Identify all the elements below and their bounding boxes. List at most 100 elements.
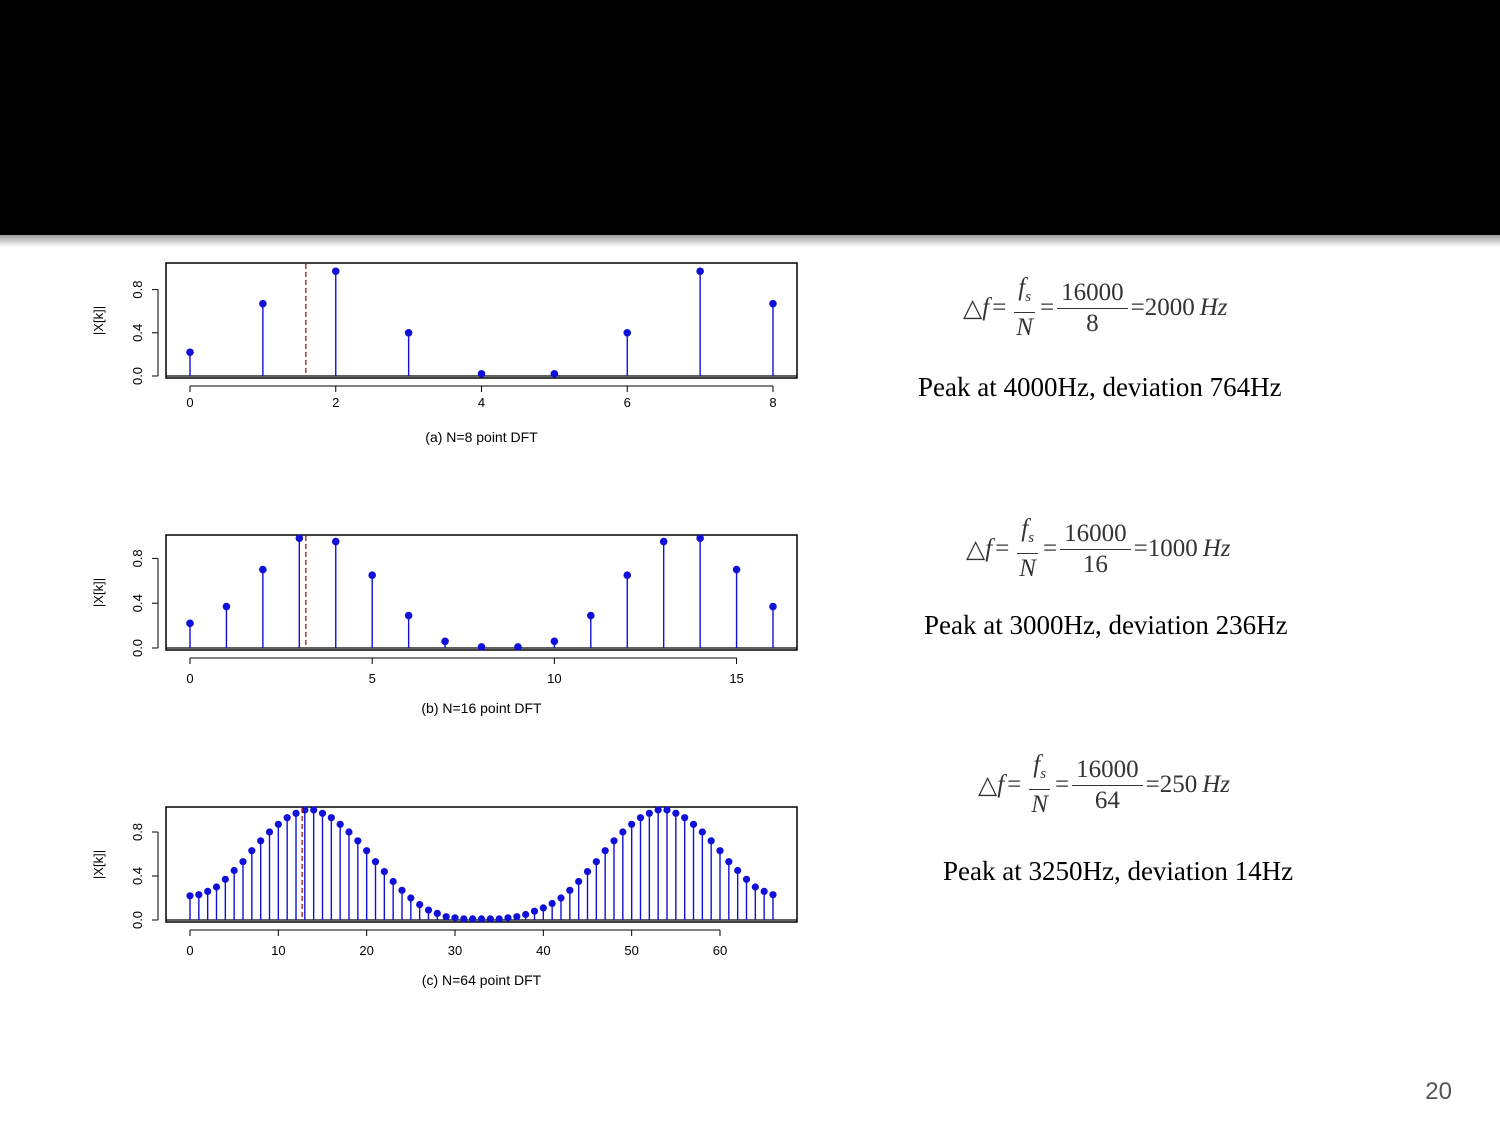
stem-point bbox=[292, 809, 300, 817]
stem-point bbox=[732, 565, 741, 574]
stem-point bbox=[696, 534, 704, 543]
x-tick-label: 10 bbox=[547, 671, 561, 686]
stem-point bbox=[186, 348, 194, 357]
delta-f-equation-1: △ f = fs N = 16000 8 = 2000 Hz bbox=[963, 275, 1228, 341]
stem-point bbox=[734, 866, 742, 875]
x-tick-label: 0 bbox=[186, 395, 193, 410]
peak-text-1: Peak at 4000Hz, deviation 764Hz bbox=[918, 372, 1282, 402]
numerator: 16000 bbox=[1060, 520, 1131, 550]
stem-point bbox=[257, 837, 265, 845]
equals-sign: = bbox=[1039, 294, 1055, 321]
y-tick-label: 0.0 bbox=[130, 911, 145, 929]
stem-point bbox=[636, 814, 645, 822]
stem-point bbox=[404, 329, 413, 337]
stem-point bbox=[514, 643, 522, 651]
equals-sign: = bbox=[992, 294, 1007, 321]
stem-point bbox=[566, 886, 574, 894]
stem-point bbox=[628, 820, 636, 828]
stem-point bbox=[398, 886, 406, 894]
stem-point bbox=[654, 806, 662, 814]
equals-sign: = bbox=[1133, 535, 1148, 562]
numerator: 16000 bbox=[1057, 279, 1128, 309]
stem-point bbox=[575, 877, 583, 886]
page-number: 20 bbox=[1425, 1078, 1452, 1105]
unit: Hz bbox=[1199, 294, 1228, 321]
x-tick-label: 2 bbox=[332, 395, 339, 410]
x-tick-label: 15 bbox=[729, 671, 743, 686]
stem-point bbox=[186, 892, 194, 900]
stem-point bbox=[222, 602, 231, 611]
stem-point bbox=[221, 875, 229, 883]
stem-point bbox=[380, 868, 388, 876]
unit: Hz bbox=[1202, 771, 1230, 798]
denominator: 64 bbox=[1094, 786, 1120, 814]
x-tick-label: 50 bbox=[624, 943, 638, 958]
stem-point bbox=[212, 883, 221, 891]
result-value: 2000 bbox=[1144, 294, 1195, 321]
y-axis-label: |X[k]| bbox=[91, 850, 106, 879]
stem-point bbox=[477, 643, 486, 651]
stem-point bbox=[623, 329, 632, 337]
x-tick-label: 0 bbox=[186, 943, 193, 958]
slide-title-bar bbox=[0, 0, 1500, 235]
fs-symbol: f bbox=[1033, 751, 1041, 778]
stem-point bbox=[239, 858, 247, 866]
stem-point bbox=[587, 611, 595, 620]
stem-point bbox=[363, 847, 371, 855]
x-tick-label: 60 bbox=[713, 943, 727, 958]
delta-symbol: △ bbox=[963, 295, 983, 322]
result-value: 250 bbox=[1159, 771, 1198, 798]
delta-symbol: △ bbox=[966, 536, 986, 563]
stem-point bbox=[610, 837, 618, 845]
peak-text-3: Peak at 3250Hz, deviation 14Hz bbox=[943, 856, 1294, 886]
stem-point bbox=[592, 858, 600, 866]
x-tick-label: 0 bbox=[186, 671, 193, 686]
stem-point bbox=[504, 914, 512, 922]
stem-point bbox=[477, 370, 486, 378]
stem-point bbox=[681, 814, 689, 822]
stem-point bbox=[371, 858, 380, 866]
x-tick-label: 10 bbox=[271, 943, 285, 958]
plot-frame bbox=[165, 262, 798, 379]
equals-sign: = bbox=[995, 535, 1010, 562]
stem-point bbox=[550, 370, 559, 378]
stem-point bbox=[513, 913, 521, 921]
stem-point bbox=[672, 809, 680, 817]
stem-point bbox=[310, 806, 318, 814]
fs-subscript: s bbox=[1028, 530, 1035, 546]
y-axis-label: |X[k]| bbox=[91, 578, 106, 607]
stem-point bbox=[186, 619, 194, 628]
value-fraction: 16000 16 bbox=[1060, 520, 1131, 578]
stem-point bbox=[495, 915, 503, 923]
plot-frame bbox=[165, 534, 798, 651]
stem-point bbox=[424, 906, 433, 914]
stem-point bbox=[751, 883, 759, 891]
stem-point bbox=[327, 814, 335, 822]
stem-point bbox=[742, 875, 751, 883]
y-tick-label: 0.4 bbox=[130, 867, 145, 885]
stem-point bbox=[522, 910, 530, 919]
stem-point bbox=[331, 267, 340, 276]
stem-point bbox=[230, 866, 238, 875]
result-value: 1000 bbox=[1147, 535, 1198, 562]
stem-point bbox=[354, 837, 362, 845]
N-symbol: N bbox=[1031, 791, 1048, 818]
stem-point bbox=[318, 809, 327, 817]
stem-point bbox=[619, 828, 627, 836]
x-tick-label: 20 bbox=[359, 943, 373, 958]
denominator: 8 bbox=[1086, 309, 1099, 337]
stem-point bbox=[769, 602, 777, 611]
stem-point bbox=[698, 828, 706, 836]
stem-point bbox=[368, 571, 376, 579]
chart-caption: (a) N=8 point DFT bbox=[425, 429, 538, 445]
stem-point bbox=[336, 820, 344, 828]
stem-point bbox=[331, 537, 340, 546]
peak-text-2: Peak at 3000Hz, deviation 236Hz bbox=[924, 610, 1288, 640]
stem-point bbox=[769, 891, 777, 899]
stem-point bbox=[760, 887, 768, 896]
stem-point bbox=[583, 868, 592, 876]
stem-point bbox=[469, 915, 477, 923]
stem-point bbox=[204, 887, 212, 896]
stem-point bbox=[659, 537, 668, 546]
stem-point bbox=[389, 877, 397, 886]
